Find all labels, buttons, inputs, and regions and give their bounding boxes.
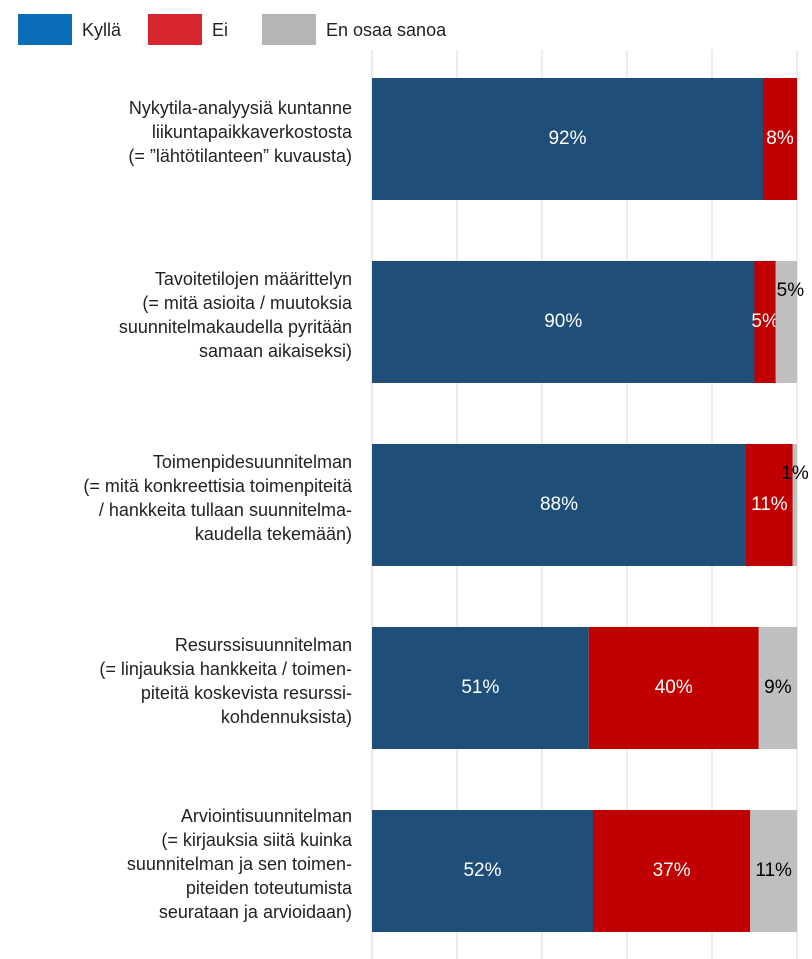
value-label: 5% <box>751 311 779 332</box>
value-label: 1% <box>781 463 809 484</box>
bar-segment <box>754 261 776 383</box>
legend-label: En osaa sanoa <box>326 20 447 40</box>
category-label: Toimenpidesuunnitelman (= mitä konkreetti… <box>83 452 353 544</box>
bar-segment <box>372 627 589 749</box>
value-label: 51% <box>461 677 499 698</box>
category-label: Resurssisuunnitelman (= linjauksia hankke… <box>99 635 352 727</box>
bar-segment <box>372 444 746 566</box>
bar-segment <box>758 627 797 749</box>
legend-label: Ei <box>212 20 228 40</box>
bar-segment <box>750 810 797 932</box>
value-label: 90% <box>544 311 582 332</box>
value-label: 37% <box>653 860 691 881</box>
legend-swatch <box>148 14 202 45</box>
legend-swatch <box>18 14 72 45</box>
bar-segment <box>746 444 793 566</box>
bar-segment <box>775 261 797 383</box>
value-label: 8% <box>766 128 794 149</box>
category-label: Tavoitetilojen määrittelyn (= mitä asioit… <box>119 269 353 361</box>
bar-segment <box>372 261 755 383</box>
value-label: 11% <box>751 494 788 515</box>
bar-segment <box>372 810 593 932</box>
bar-segment <box>763 78 797 200</box>
bar-segment <box>588 627 759 749</box>
bar-segment <box>372 78 763 200</box>
legend-label: Kyllä <box>82 20 122 40</box>
category-label: Arviointisuunnitelman (= kirjauksia siitä… <box>127 806 353 922</box>
category-label: Nykytila-analyysiä kuntanne liikuntapaikk… <box>128 98 353 166</box>
value-label: 40% <box>655 677 693 698</box>
bar-segment <box>593 810 751 932</box>
legend-swatch <box>262 14 316 45</box>
bar-segment <box>792 444 797 566</box>
value-label: 92% <box>548 128 586 149</box>
value-label: 11% <box>755 860 792 881</box>
value-label: 52% <box>463 860 501 881</box>
value-label: 88% <box>540 494 578 515</box>
value-label: 9% <box>764 677 792 698</box>
value-label: 5% <box>777 280 805 301</box>
